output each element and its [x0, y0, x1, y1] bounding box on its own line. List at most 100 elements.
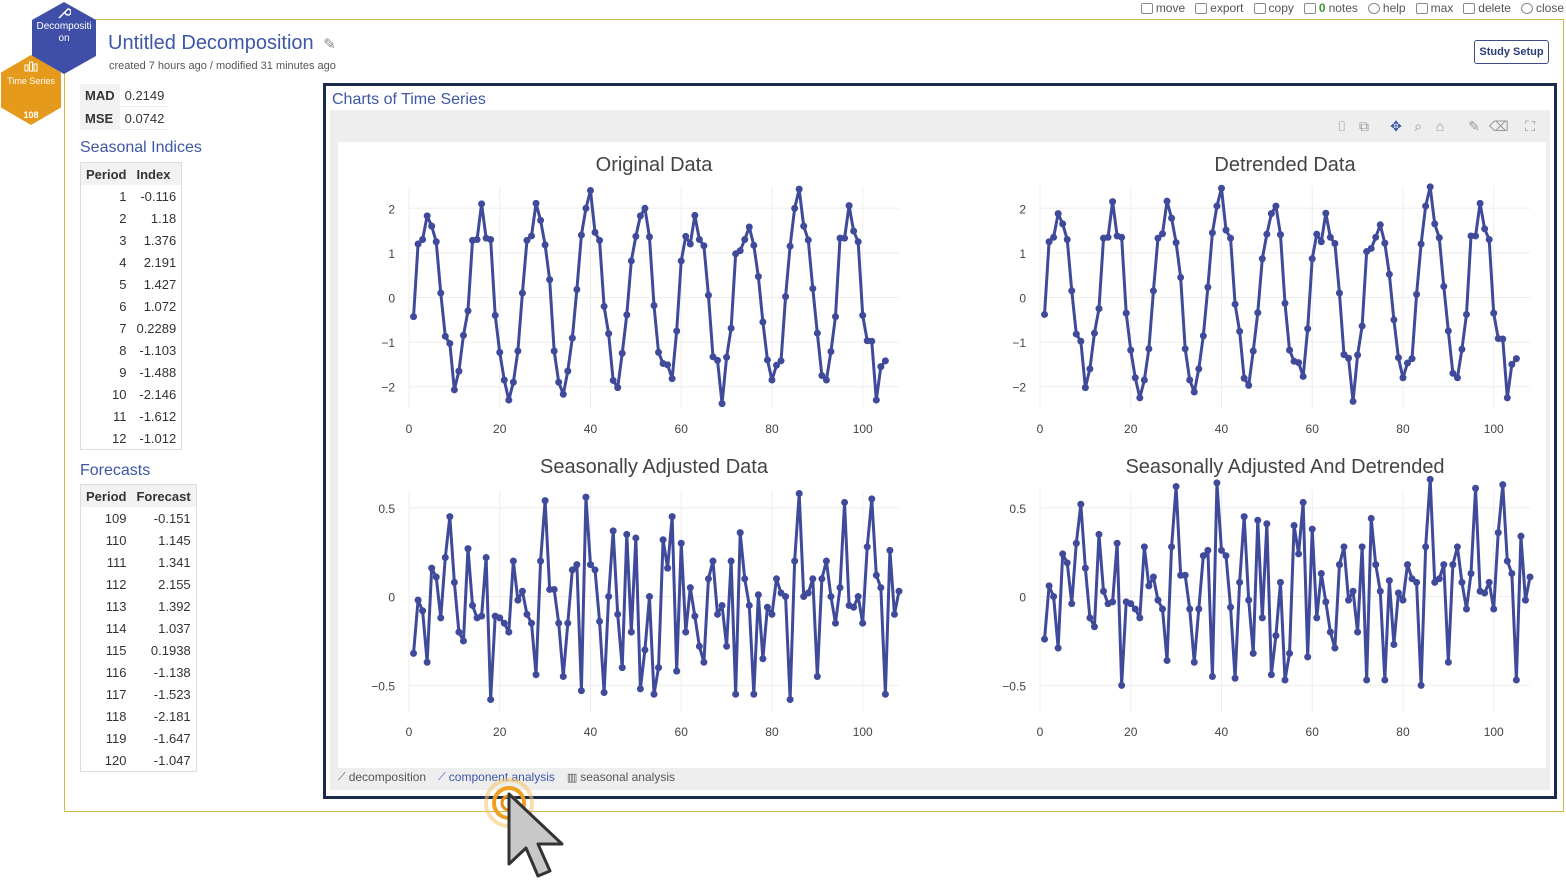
data-point — [1072, 539, 1080, 547]
home-icon[interactable]: ⌂ — [1435, 118, 1445, 134]
data-point — [1335, 561, 1343, 569]
data-point — [1195, 365, 1203, 373]
table-row: 4 2.191 — [81, 251, 182, 273]
data-point — [741, 575, 749, 583]
data-point — [723, 642, 731, 650]
camera-icon[interactable]: ⌷ — [1337, 118, 1347, 134]
data-point — [831, 619, 839, 627]
pan-icon[interactable]: ✥ — [1390, 118, 1402, 134]
value-cell: 0.2289 — [136, 320, 177, 336]
toolbar-notes-button[interactable]: 0 notes — [1303, 1, 1358, 15]
toolbar-move-button[interactable]: move — [1140, 1, 1185, 15]
page-title[interactable]: Untitled Decomposition ✎ — [108, 32, 336, 54]
data-point — [1494, 529, 1502, 537]
data-point — [1041, 635, 1049, 643]
y-tick-label: −1 — [1012, 336, 1026, 350]
data-point — [591, 566, 599, 574]
data-point — [605, 593, 613, 601]
column-header[interactable]: Period — [80, 162, 132, 185]
data-point — [1163, 197, 1171, 205]
plot-area: Original Data −2 −1 0 1 2 0 20 40 60 80 100 Detrende… — [338, 142, 1546, 768]
data-point — [1462, 605, 1470, 613]
toolbar-delete-button[interactable]: delete — [1463, 1, 1511, 15]
data-point — [1045, 582, 1053, 590]
x-tick-label: 0 — [1037, 422, 1044, 436]
x-tick-label: 20 — [1124, 422, 1138, 436]
y-tick-label: 1 — [1019, 247, 1026, 261]
table-row: 12 -1.012 — [81, 427, 182, 450]
compare-icon[interactable]: ⧉ — [1359, 118, 1369, 134]
x-tick-label: 40 — [1215, 422, 1229, 436]
forecasts-title: Forecasts — [80, 462, 151, 479]
fullscreen-icon[interactable]: ⛶ — [1525, 118, 1535, 134]
edit-pencil-icon[interactable]: ✎ — [323, 36, 336, 53]
column-header[interactable]: Period — [80, 484, 132, 507]
data-point — [1299, 498, 1307, 506]
study-setup-button[interactable]: Study Setup — [1474, 40, 1549, 64]
data-point — [1204, 546, 1212, 554]
data-point — [550, 585, 558, 593]
data-point — [459, 637, 467, 645]
data-point — [564, 619, 572, 627]
data-point — [677, 539, 685, 547]
data-point — [432, 573, 440, 581]
data-point — [704, 291, 712, 299]
data-point — [1462, 310, 1470, 318]
toolbar-copy-button[interactable]: copy — [1253, 1, 1294, 15]
tab-component-analysis[interactable]: ⟋ component analysis — [438, 770, 555, 784]
data-point — [1290, 522, 1298, 530]
data-point — [1458, 345, 1466, 353]
data-point — [1245, 381, 1253, 389]
chart-title: Original Data — [596, 154, 714, 176]
erase-icon[interactable]: ⌫ — [1489, 118, 1509, 134]
x-tick-label: 0 — [406, 422, 413, 436]
table-row: 109 -0.151 — [81, 507, 197, 529]
y-tick-label: 2 — [388, 202, 395, 216]
data-point — [1258, 614, 1266, 622]
toolbar-max-button[interactable]: max — [1415, 1, 1453, 15]
toolbar-close-button[interactable]: close — [1520, 1, 1564, 15]
data-point — [1512, 355, 1520, 363]
value-cell: -1.647 — [153, 730, 191, 746]
data-point — [1236, 578, 1244, 586]
tab-seasonal-analysis[interactable]: ▥ seasonal analysis — [567, 770, 675, 784]
data-point — [1222, 226, 1230, 234]
toolbar-help-button[interactable]: help — [1367, 1, 1406, 15]
data-point — [1086, 614, 1094, 622]
value-cell: 1.376 — [143, 232, 177, 248]
period-cell: 1 — [119, 188, 127, 204]
zoom-icon[interactable]: ⌕ — [1414, 118, 1422, 134]
data-point — [1231, 300, 1239, 308]
draw-line-icon[interactable]: ✎ — [1468, 118, 1480, 134]
data-point — [568, 334, 576, 342]
y-tick-label: 0 — [388, 591, 395, 605]
data-point — [1195, 605, 1203, 613]
data-point — [1213, 202, 1221, 210]
data-point — [1240, 513, 1248, 521]
data-point — [750, 241, 758, 249]
data-point — [795, 185, 803, 193]
data-point — [872, 396, 880, 404]
period-cell: 120 — [104, 752, 127, 768]
chart-title: Detrended Data — [1214, 154, 1356, 176]
line-chart-icon: ⟋ — [438, 770, 446, 783]
data-point — [668, 375, 676, 383]
data-point — [732, 690, 740, 698]
data-point — [1190, 388, 1198, 396]
toolbar-export-button[interactable]: export — [1195, 1, 1244, 15]
data-point — [1063, 559, 1071, 567]
value-cell: -1.012 — [139, 430, 177, 446]
data-point — [600, 688, 608, 696]
data-point — [618, 664, 626, 672]
data-point — [1068, 287, 1076, 295]
table-row: 115 0.1938 — [81, 639, 197, 661]
data-point — [491, 311, 499, 319]
tab-decomposition[interactable]: ⟋ decomposition — [338, 770, 426, 784]
column-header[interactable]: Forecast — [131, 484, 197, 507]
column-header[interactable]: Index — [131, 162, 182, 185]
data-point — [632, 534, 640, 542]
data-point — [1422, 543, 1430, 551]
x-tick-label: 100 — [853, 422, 873, 436]
data-point — [1485, 236, 1493, 244]
